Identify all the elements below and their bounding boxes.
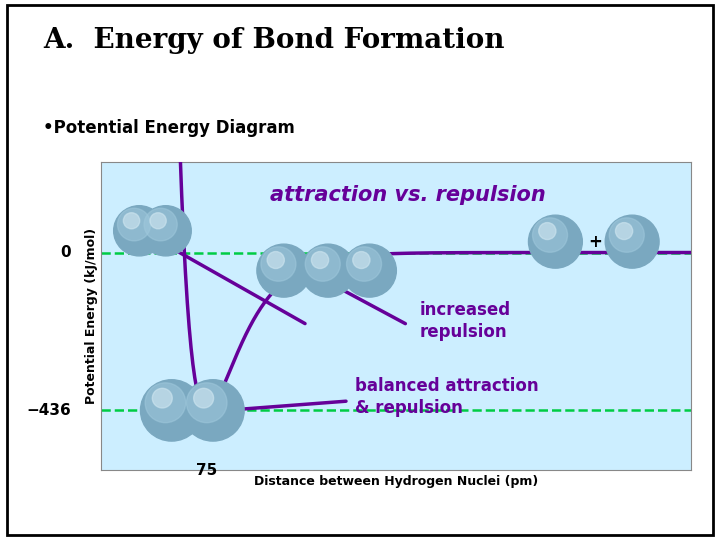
X-axis label: Distance between Hydrogen Nuclei (pm): Distance between Hydrogen Nuclei (pm) [254,475,538,488]
Ellipse shape [312,252,328,268]
Ellipse shape [194,388,214,408]
Ellipse shape [343,244,396,297]
Ellipse shape [257,244,311,297]
Ellipse shape [186,383,227,423]
Text: •Potential Energy Diagram: •Potential Energy Diagram [43,119,295,137]
Text: −436: −436 [27,403,71,418]
Ellipse shape [140,380,203,441]
Ellipse shape [528,215,582,268]
Ellipse shape [353,252,370,268]
Ellipse shape [153,388,172,408]
Ellipse shape [114,206,165,256]
Ellipse shape [145,383,186,423]
Ellipse shape [261,247,296,281]
Ellipse shape [267,252,284,268]
Ellipse shape [533,218,567,252]
Ellipse shape [150,213,166,229]
Text: increased
repulsion: increased repulsion [420,301,510,341]
Text: balanced attraction
& repulsion: balanced attraction & repulsion [355,377,539,417]
Ellipse shape [123,213,140,229]
Ellipse shape [609,218,644,252]
Ellipse shape [140,206,192,256]
Text: 75 pm: 75 pm [171,411,214,424]
Ellipse shape [606,215,659,268]
Text: attraction vs. repulsion: attraction vs. repulsion [270,185,546,205]
Text: +: + [589,233,603,251]
Text: A.  Energy of Bond Formation: A. Energy of Bond Formation [43,27,505,54]
Y-axis label: Potential Energy (kJ/mol): Potential Energy (kJ/mol) [85,228,98,404]
Text: 0: 0 [60,245,71,260]
Ellipse shape [144,208,177,241]
Text: 75: 75 [197,463,217,477]
Ellipse shape [616,222,633,240]
Ellipse shape [182,380,244,441]
Ellipse shape [117,208,150,241]
Ellipse shape [539,222,556,240]
Ellipse shape [301,244,355,297]
Ellipse shape [305,247,341,281]
Ellipse shape [346,247,382,281]
